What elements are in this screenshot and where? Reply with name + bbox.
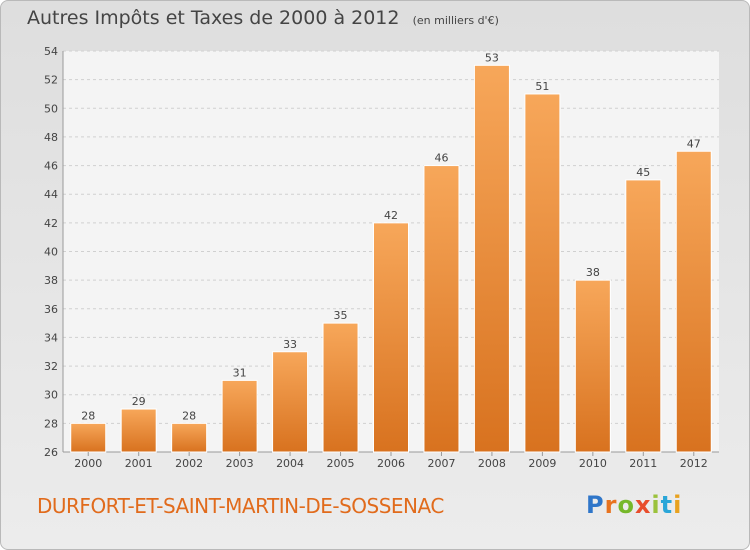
y-tick-label: 48 bbox=[44, 131, 58, 144]
y-tick-label: 28 bbox=[44, 417, 58, 430]
bar bbox=[524, 93, 561, 453]
logo-letter: i bbox=[673, 491, 683, 519]
data-label: 33 bbox=[283, 338, 297, 351]
x-tick-label: 2011 bbox=[629, 457, 657, 470]
data-label: 51 bbox=[535, 80, 549, 93]
data-label: 46 bbox=[434, 152, 448, 165]
x-tick-label: 2005 bbox=[327, 457, 355, 470]
chart-title: Autres Impôts et Taxes de 2000 à 2012 bbox=[27, 7, 400, 29]
y-tick-label: 54 bbox=[44, 45, 58, 58]
y-tick-label: 42 bbox=[44, 217, 58, 230]
y-tick-label: 40 bbox=[44, 246, 58, 259]
logo-letter: i bbox=[651, 491, 661, 519]
data-label: 47 bbox=[687, 137, 701, 150]
logo-letter: x bbox=[634, 491, 652, 519]
y-tick-label: 26 bbox=[44, 446, 58, 459]
data-label: 42 bbox=[384, 209, 398, 222]
y-tick-label: 50 bbox=[44, 102, 58, 115]
x-tick-label: 2000 bbox=[74, 457, 102, 470]
y-tick-label: 32 bbox=[44, 360, 58, 373]
data-label: 31 bbox=[233, 366, 247, 379]
y-tick-label: 38 bbox=[44, 274, 58, 287]
data-label: 45 bbox=[636, 166, 650, 179]
bar bbox=[272, 351, 309, 453]
bar bbox=[70, 422, 107, 453]
bar bbox=[574, 279, 611, 453]
chart-subtitle: (en milliers d'€) bbox=[412, 14, 499, 27]
x-tick-label: 2012 bbox=[680, 457, 708, 470]
x-tick-label: 2009 bbox=[528, 457, 556, 470]
x-tick-label: 2002 bbox=[175, 457, 203, 470]
commune-name: DURFORT-ET-SAINT-MARTIN-DE-SOSSENAC bbox=[37, 494, 444, 518]
y-tick-label: 34 bbox=[44, 331, 58, 344]
x-tick-label: 2003 bbox=[226, 457, 254, 470]
proxiti-logo: Proxiti bbox=[586, 491, 682, 519]
data-label: 35 bbox=[334, 309, 348, 322]
logo-letter: o bbox=[617, 491, 635, 519]
bar bbox=[120, 408, 157, 453]
bar bbox=[473, 64, 510, 453]
bar-chart: 26 28 30 32 34 36 38 40 42 44 46 48 50 52 54 28 2000 29 20… bbox=[44, 45, 719, 470]
data-label: 38 bbox=[586, 266, 600, 279]
x-tick-label: 2001 bbox=[125, 457, 153, 470]
data-label: 28 bbox=[182, 409, 196, 422]
data-label: 28 bbox=[81, 409, 95, 422]
y-tick-label: 36 bbox=[44, 303, 58, 316]
y-tick-label: 52 bbox=[44, 74, 58, 87]
logo-letter: r bbox=[604, 491, 618, 519]
bar bbox=[675, 150, 712, 453]
x-tick-label: 2004 bbox=[276, 457, 304, 470]
bar bbox=[373, 222, 409, 453]
x-tick-label: 2007 bbox=[427, 457, 455, 470]
chart-header: Autres Impôts et Taxes de 2000 à 2012 (e… bbox=[27, 7, 499, 29]
bar bbox=[423, 165, 460, 453]
y-tick-label: 46 bbox=[44, 160, 58, 173]
bar bbox=[221, 379, 258, 453]
y-tick-label: 30 bbox=[44, 389, 58, 402]
bar bbox=[171, 422, 208, 453]
logo-letter: P bbox=[586, 491, 605, 519]
x-tick-label: 2010 bbox=[579, 457, 607, 470]
data-label: 29 bbox=[132, 395, 146, 408]
logo-letter: t bbox=[660, 491, 674, 519]
x-tick-label: 2008 bbox=[478, 457, 506, 470]
data-label: 53 bbox=[485, 51, 499, 64]
x-tick-label: 2006 bbox=[377, 457, 405, 470]
bar bbox=[625, 179, 662, 453]
bar bbox=[322, 322, 359, 453]
y-tick-label: 44 bbox=[44, 188, 58, 201]
